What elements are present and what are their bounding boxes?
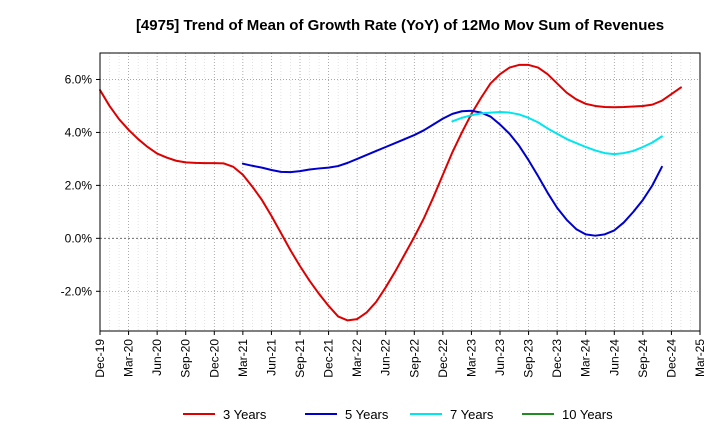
y-tick-label: 6.0% xyxy=(65,72,93,86)
legend-label: 7 Years xyxy=(450,407,494,422)
x-tick-label: Mar-21 xyxy=(236,339,250,377)
x-tick-label: Jun-20 xyxy=(150,339,164,376)
legend-item: 10 Years xyxy=(522,407,613,422)
x-tick-label: Jun-24 xyxy=(607,339,621,376)
series-line-3-years xyxy=(99,63,682,322)
y-tick-label: 4.0% xyxy=(65,125,93,139)
series-layer xyxy=(99,63,682,322)
grid-layer xyxy=(100,53,700,331)
y-axis: -2.0% 0.0% 2.0% 4.0% 6.0% xyxy=(61,72,100,298)
x-tick-label: Jun-23 xyxy=(493,339,507,376)
x-tick-label: Mar-23 xyxy=(464,339,478,377)
x-tick-label: Sep-21 xyxy=(293,339,307,378)
x-tick-label: Jun-21 xyxy=(264,339,278,376)
x-tick-label: Dec-20 xyxy=(207,339,221,378)
legend: 3 Years 5 Years 7 Years 10 Years xyxy=(183,407,613,422)
series-line-7-years xyxy=(451,111,663,156)
x-tick-label: Dec-24 xyxy=(664,339,678,378)
legend-label: 10 Years xyxy=(562,407,613,422)
x-tick-label: Dec-21 xyxy=(322,339,336,378)
legend-item: 3 Years xyxy=(183,407,267,422)
y-tick-label: -2.0% xyxy=(61,284,93,298)
y-tick-label: 0.0% xyxy=(65,231,93,245)
legend-item: 5 Years xyxy=(305,407,389,422)
chart-title: [4975] Trend of Mean of Growth Rate (YoY… xyxy=(136,17,664,34)
x-tick-label: Sep-22 xyxy=(407,339,421,378)
y-tick-label: 2.0% xyxy=(65,178,93,192)
x-tick-label: Mar-22 xyxy=(350,339,364,377)
x-tick-label: Dec-22 xyxy=(436,339,450,378)
x-tick-label: Mar-24 xyxy=(579,339,593,377)
x-tick-label: Jun-22 xyxy=(379,339,393,376)
x-tick-label: Dec-23 xyxy=(550,339,564,378)
x-tick-label: Sep-24 xyxy=(636,339,650,378)
x-tick-label: Dec-19 xyxy=(93,339,107,378)
x-axis: Dec-19 Mar-20 Jun-20 Sep-20 Dec-20 Mar-21 Jun-… xyxy=(93,331,707,378)
legend-label: 5 Years xyxy=(345,407,389,422)
plot-frame xyxy=(99,52,701,332)
legend-item: 7 Years xyxy=(410,407,494,422)
x-tick-label: Sep-23 xyxy=(522,339,536,378)
series-line-5-years xyxy=(241,109,663,237)
legend-label: 3 Years xyxy=(223,407,267,422)
x-tick-label: Sep-20 xyxy=(179,339,193,378)
x-tick-label: Mar-20 xyxy=(122,339,136,377)
x-tick-label: Mar-25 xyxy=(693,339,707,377)
